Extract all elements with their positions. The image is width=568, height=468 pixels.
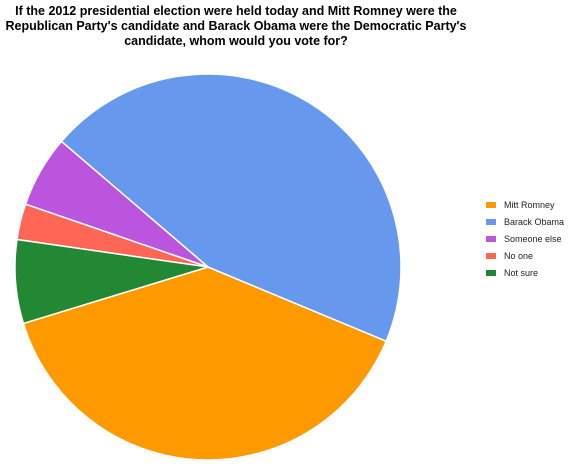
pie-slice-barack-obama [60, 73, 402, 343]
legend-swatch-no-one [486, 252, 496, 259]
legend-item-barack-obama: Barack Obama [486, 213, 568, 230]
chart-legend: Mitt Romney Barack Obama Someone else No… [486, 196, 568, 281]
legend-item-someone-else: Someone else [486, 230, 568, 247]
chart-title: If the 2012 presidential election were h… [0, 4, 472, 49]
pie-slice-mitt-romney [22, 266, 388, 461]
legend-swatch-someone-else [486, 235, 496, 242]
legend-swatch-barack-obama [486, 218, 496, 225]
chart-title-line-2: Republican Party's candidate and Barack … [5, 19, 467, 33]
chart-title-line-3: candidate, whom would you vote for? [124, 34, 348, 48]
legend-swatch-mitt-romney [486, 201, 496, 208]
legend-label-no-one: No one [504, 250, 534, 261]
legend-swatch-not-sure [486, 269, 496, 276]
legend-label-barack-obama: Barack Obama [504, 216, 565, 227]
legend-label-not-sure: Not sure [504, 267, 539, 278]
chart-title-line-1: If the 2012 presidential election were h… [15, 4, 457, 18]
legend-item-no-one: No one [486, 247, 568, 264]
legend-item-not-sure: Not sure [486, 264, 568, 281]
legend-label-mitt-romney: Mitt Romney [504, 199, 555, 210]
pie-slice-not-sure [14, 238, 209, 325]
legend-label-someone-else: Someone else [504, 233, 562, 244]
legend-item-mitt-romney: Mitt Romney [486, 196, 568, 213]
